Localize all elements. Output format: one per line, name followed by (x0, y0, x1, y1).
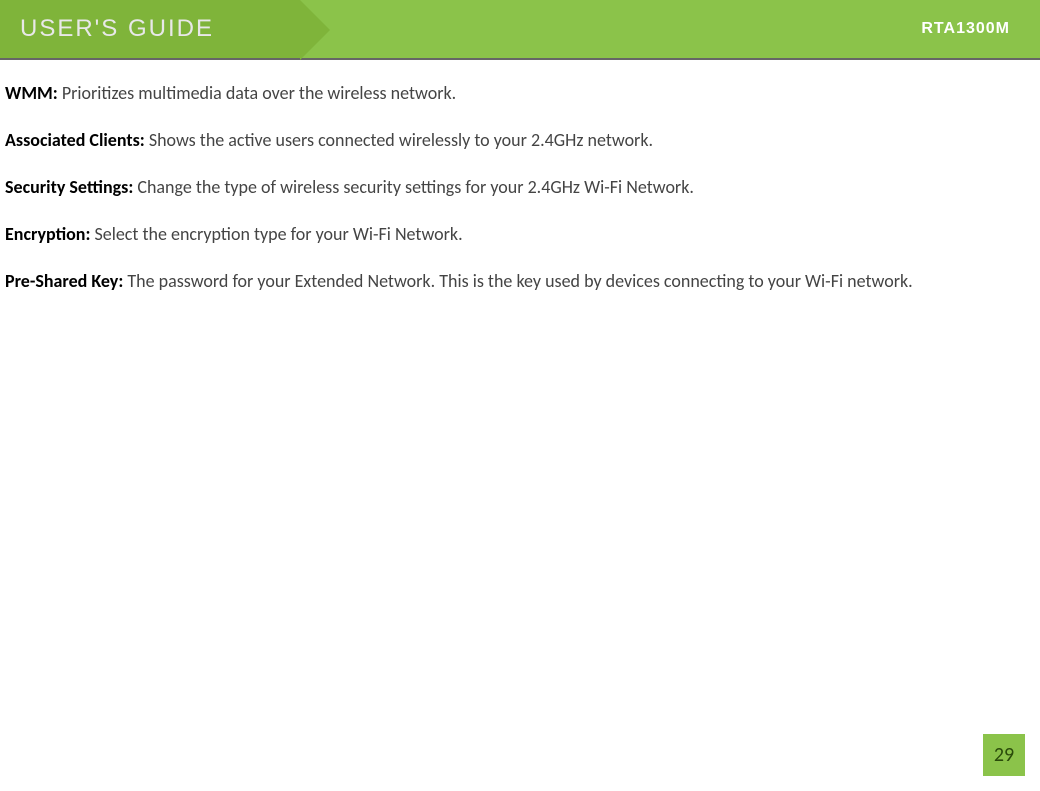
definition-text: Prioritizes multimedia data over the wir… (58, 82, 456, 104)
document-header: USER'S GUIDE RTA1300M (0, 0, 1040, 60)
page-number-box: 29 (983, 734, 1025, 776)
definition-associated-clients: Associated Clients: Shows the active use… (5, 127, 1035, 154)
definition-wmm: WMM: Prioritizes multimedia data over th… (5, 80, 1035, 107)
definition-text: The password for your Extended Network. … (123, 270, 912, 292)
definition-security-settings: Security Settings: Change the type of wi… (5, 174, 1035, 201)
definition-text: Select the encryption type for your Wi-F… (90, 223, 462, 245)
definition-encryption: Encryption: Select the encryption type f… (5, 221, 1035, 248)
header-left-section: USER'S GUIDE (0, 0, 300, 58)
definition-term: WMM: (5, 82, 58, 104)
definition-term: Associated Clients: (5, 129, 145, 151)
definition-text: Shows the active users connected wireles… (145, 129, 653, 151)
definition-term: Security Settings: (5, 176, 133, 198)
page-number: 29 (994, 743, 1014, 767)
definition-term: Encryption: (5, 223, 90, 245)
product-model: RTA1300M (921, 20, 1010, 38)
definition-pre-shared-key: Pre-Shared Key: The password for your Ex… (5, 268, 1035, 295)
definition-text: Change the type of wireless security set… (133, 176, 694, 198)
header-right-section: RTA1300M (300, 0, 1040, 58)
document-title: USER'S GUIDE (20, 15, 214, 43)
document-content: WMM: Prioritizes multimedia data over th… (0, 60, 1040, 295)
definition-term: Pre-Shared Key: (5, 270, 123, 292)
